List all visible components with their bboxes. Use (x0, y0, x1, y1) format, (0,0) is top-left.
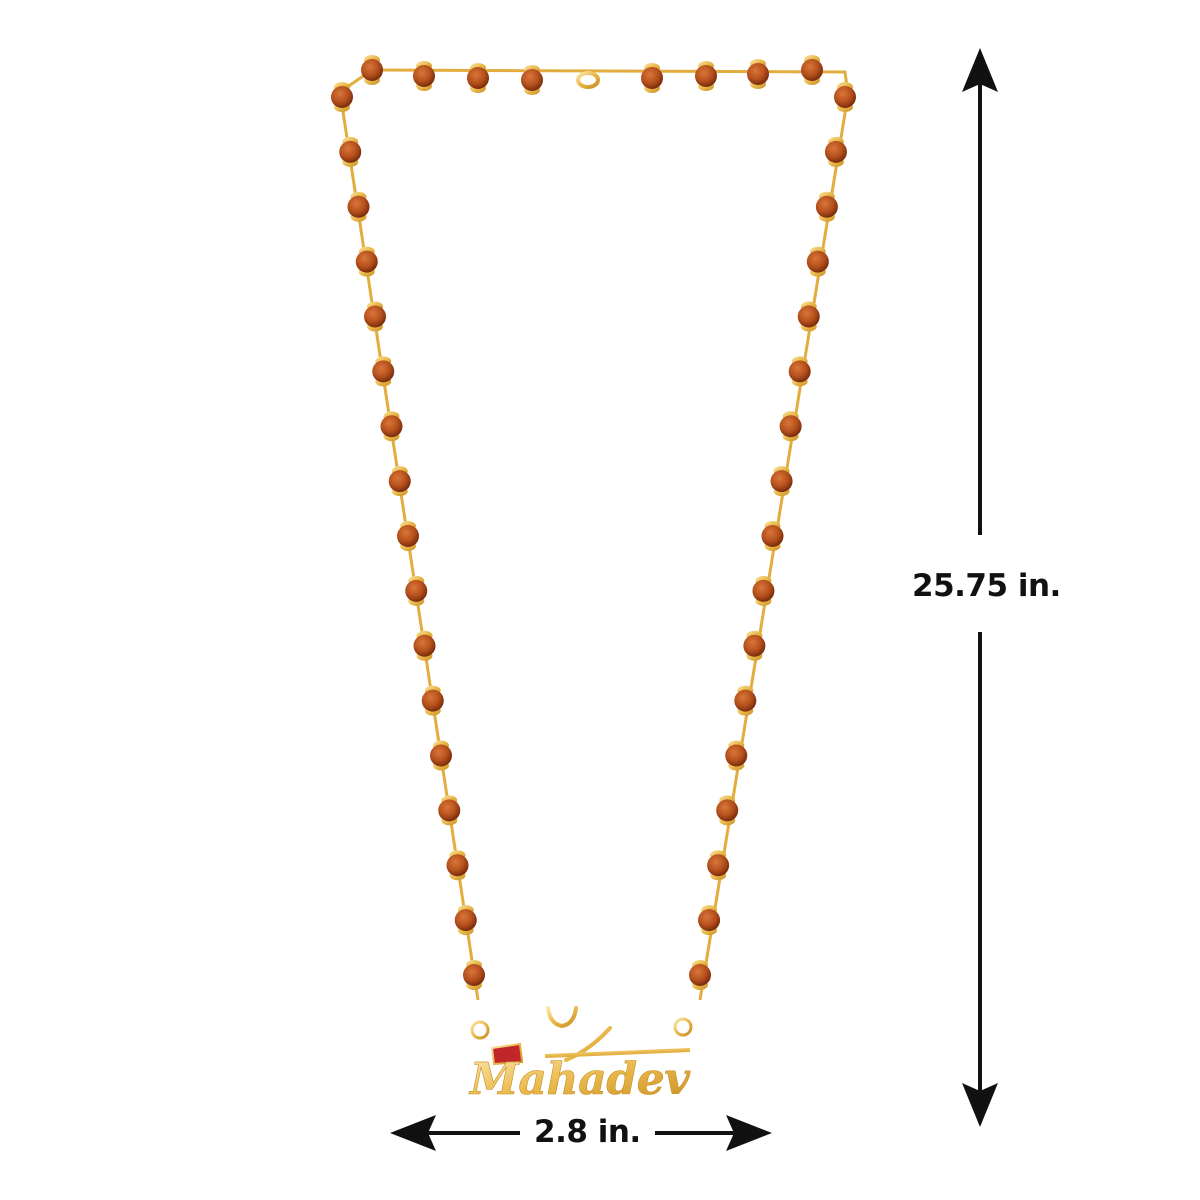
height-dimension-arrow (962, 48, 998, 1127)
rudraksha-bead (388, 466, 411, 497)
rudraksha-bead (797, 301, 820, 332)
pendant-lettering: Mahadev (468, 1054, 690, 1105)
rudraksha-bead (806, 246, 829, 277)
rudraksha-bead (355, 246, 378, 277)
rudraksha-bead (752, 575, 775, 606)
rudraksha-bead (788, 356, 811, 387)
chain-links (338, 68, 850, 1001)
rudraksha-bead (463, 960, 485, 990)
rudraksha-bead (361, 55, 383, 85)
width-label: 2.8 in. (534, 1114, 641, 1150)
rudraksha-bead (824, 136, 847, 167)
rudraksha-bead (430, 740, 452, 771)
rudraksha-bead (467, 63, 489, 93)
rudraksha-bead (364, 301, 386, 332)
rudraksha-bead (815, 191, 838, 222)
rudraksha-bead (339, 136, 362, 167)
rudraksha-bead (716, 795, 739, 826)
rudraksha-bead (707, 850, 730, 881)
clasp (576, 71, 600, 89)
rudraksha-bead (834, 82, 856, 112)
rudraksha-bead (770, 466, 793, 497)
mahadev-pendant: Mahadev (468, 1004, 693, 1105)
rudraksha-bead (779, 411, 802, 442)
arrow-down-icon (962, 1083, 998, 1127)
rudraksha-bead (689, 960, 711, 990)
rudraksha-bead (413, 630, 436, 661)
rudraksha-bead (380, 411, 403, 442)
rudraksha-bead (405, 575, 428, 606)
rudraksha-bead (747, 59, 769, 89)
rudraksha-bead (725, 740, 748, 771)
arrow-up-icon (962, 48, 998, 92)
rudraksha-bead (372, 356, 395, 387)
rudraksha-bead (698, 905, 721, 936)
rudraksha-bead (331, 82, 353, 112)
rudraksha-bead (641, 63, 663, 93)
trishul-icon (546, 1004, 612, 1062)
rudraksha-bead (413, 61, 435, 91)
rudraksha-bead (734, 685, 757, 716)
height-label: 25.75 in. (912, 568, 1061, 604)
rudraksha-bead (695, 61, 717, 91)
width-dimension-arrow (390, 1115, 772, 1151)
rudraksha-beads (331, 55, 856, 990)
rudraksha-bead (743, 630, 766, 661)
arrow-right-icon (726, 1115, 772, 1151)
rudraksha-bead (397, 521, 419, 551)
rudraksha-bead (438, 795, 461, 826)
rudraksha-bead (761, 521, 784, 551)
rudraksha-bead (446, 850, 469, 881)
rudraksha-bead (454, 905, 477, 936)
pendant-headline-bar (544, 1048, 691, 1058)
tripundra-mark (490, 1042, 524, 1066)
rudraksha-bead (521, 65, 543, 95)
rudraksha-bead (421, 685, 444, 716)
arrow-left-icon (390, 1115, 436, 1151)
rudraksha-bead (801, 55, 823, 85)
necklace-chain (338, 68, 850, 1001)
rudraksha-bead (347, 191, 370, 222)
